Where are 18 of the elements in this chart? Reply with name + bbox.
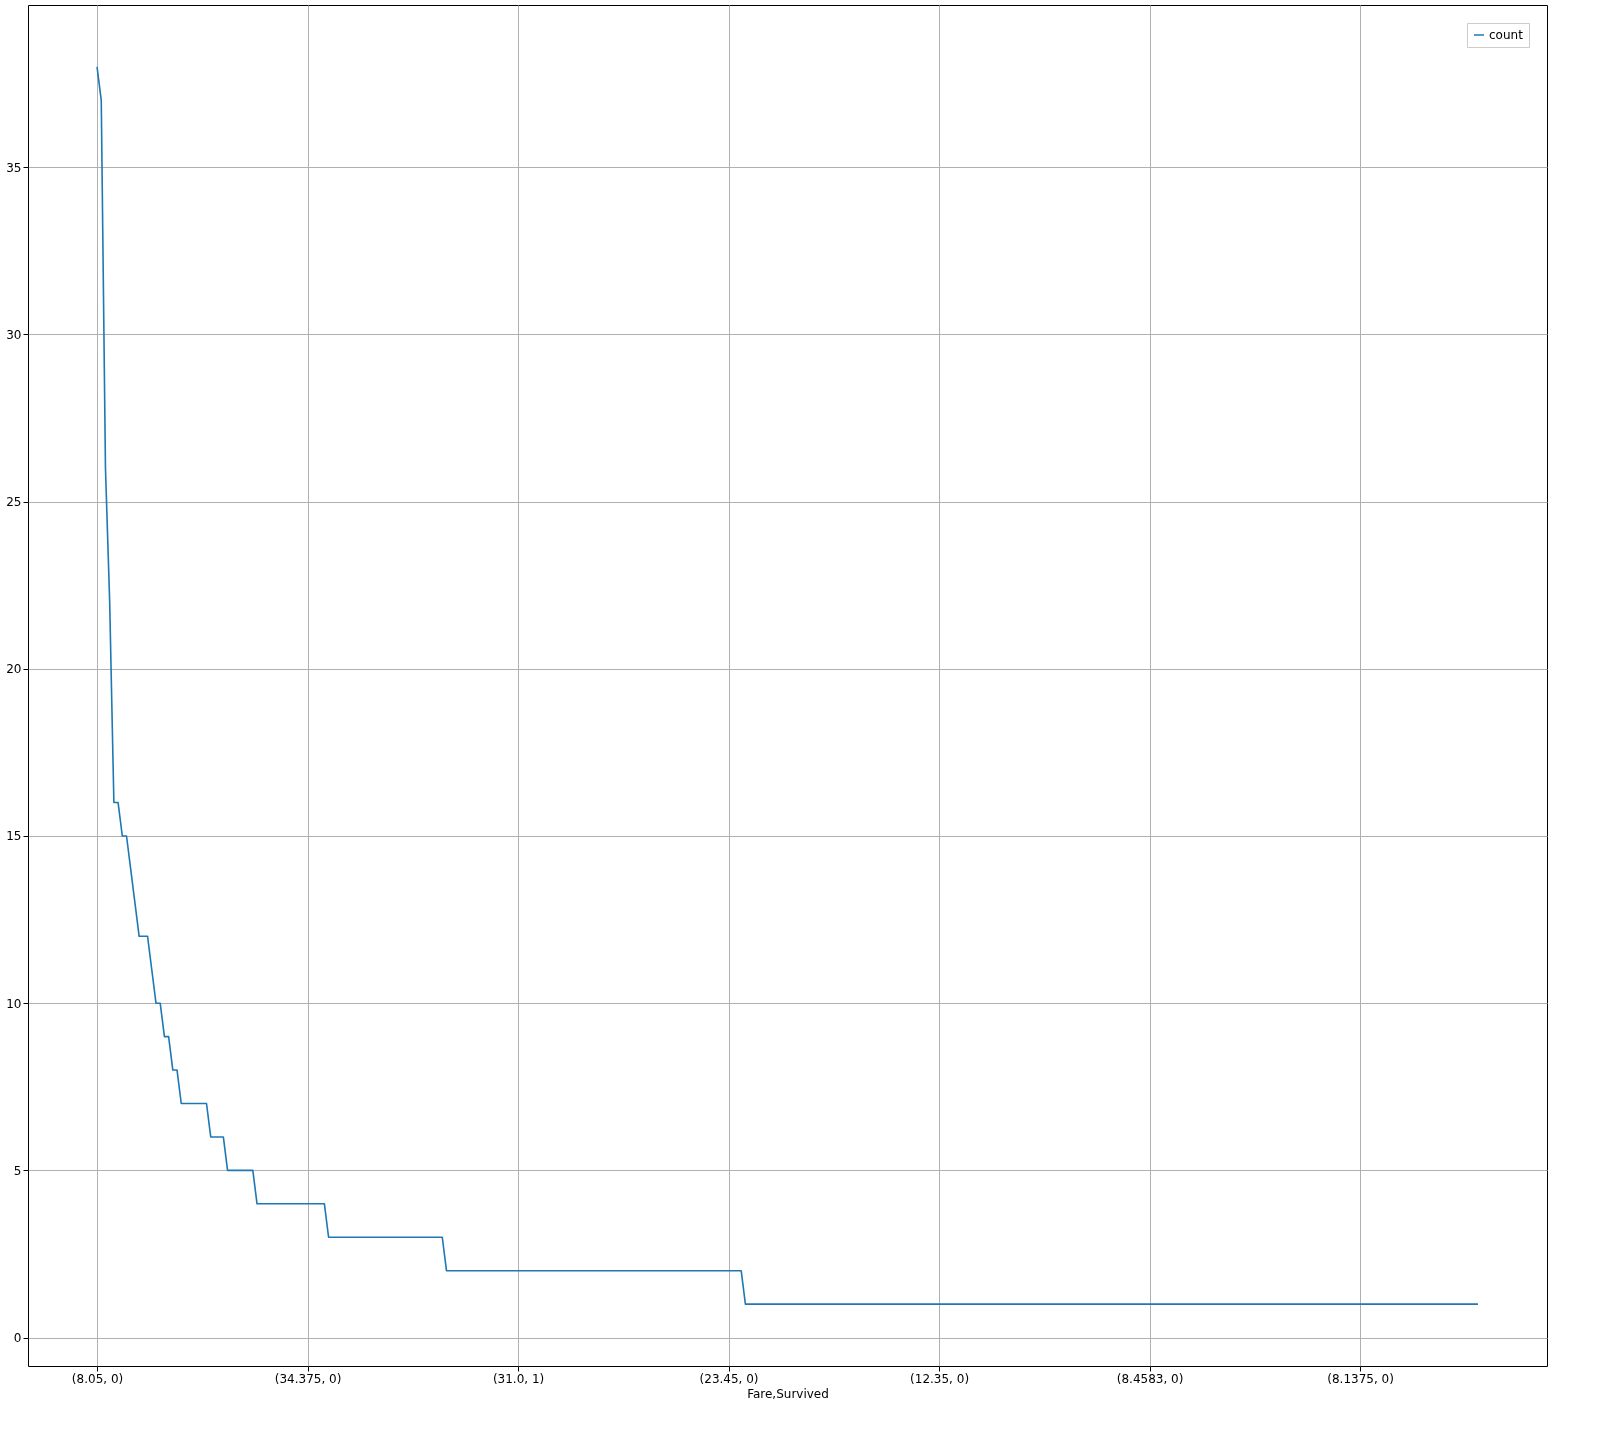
legend-label: count (1489, 28, 1524, 42)
y-tick-label: 0 (13, 1331, 22, 1346)
y-tick-label: 5 (13, 1163, 22, 1178)
x-tick-label: (8.1375, 0) (1327, 1371, 1394, 1386)
y-tick-label: 25 (6, 495, 22, 510)
line-series (96, 66, 1479, 1305)
x-tick-label: (8.05, 0) (71, 1371, 124, 1386)
y-tick-label: 20 (6, 662, 22, 677)
x-tick-label: (12.35, 0) (910, 1371, 970, 1386)
y-tick-label: 10 (6, 996, 22, 1011)
y-tick-label: 30 (6, 327, 22, 342)
x-axis-title: Fare,Survived (747, 1386, 829, 1401)
x-tick-label: (34.375, 0) (274, 1371, 342, 1386)
x-tick-label: (23.45, 0) (699, 1371, 759, 1386)
y-tick-label: 35 (6, 160, 22, 175)
x-tick-label: (31.0, 1) (492, 1371, 545, 1386)
y-tick-label: 15 (6, 829, 22, 844)
x-tick-label: (8.4583, 0) (1116, 1371, 1184, 1386)
